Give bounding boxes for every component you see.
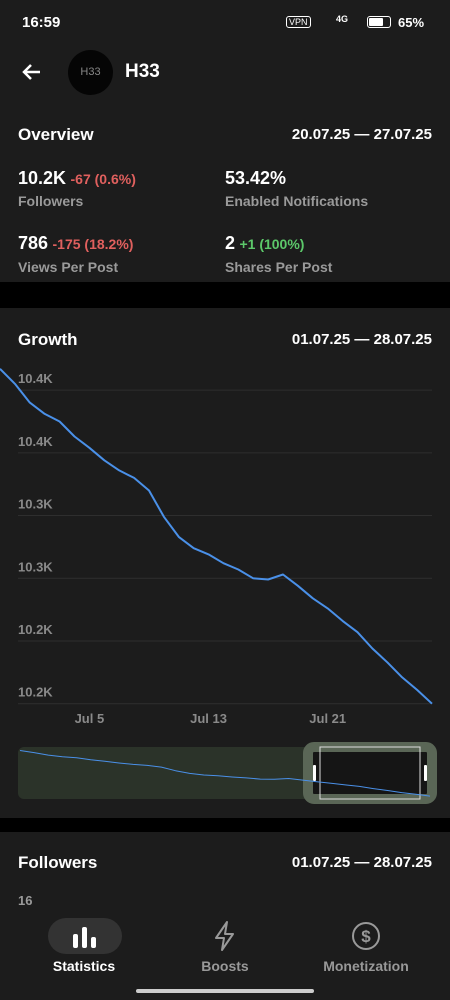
x-tick-label: Jul 21 — [309, 711, 346, 726]
line — [0, 368, 433, 705]
nav-monetization[interactable]: Monetization — [323, 958, 409, 974]
back-button[interactable] — [20, 60, 44, 84]
nav-statistics[interactable]: Statistics — [52, 958, 116, 974]
stat-value: 53.42% — [225, 168, 287, 188]
y-tick-label: 10.2K — [18, 622, 53, 637]
x-tick-label: Jul 13 — [190, 711, 227, 726]
vpn: VPN — [286, 16, 311, 28]
avatar: H33 — [68, 50, 113, 95]
growth-chart: 10.4K 10.4K 10.3K 10.3K 10.2K 10.2K Jul 5 Jul 1… — [0, 368, 437, 804]
navigator-handle — [313, 765, 316, 781]
x-tick-label: Jul 5 — [75, 711, 105, 726]
top-section — [0, 0, 450, 282]
svg-text:$: $ — [361, 927, 371, 946]
y-tick-label: 10.3K — [18, 497, 53, 512]
stat-change: -175 (18.2%) — [52, 236, 134, 252]
stat-change: -67 (0.6%) — [70, 171, 136, 187]
stat: 53.42% — [225, 168, 286, 189]
y-tick-label: 10.2K — [18, 685, 53, 700]
followers-section — [0, 832, 450, 912]
stat-value: 10.2K — [18, 168, 67, 188]
growth-title: Growth — [18, 330, 78, 349]
stat: 10.2K -67 (0.6%) — [18, 168, 136, 189]
stat: 786 -175 (18.2%) — [18, 233, 133, 254]
followers-date: 01.07.25 — 28.07.25 — [291, 854, 432, 871]
stat-value: 2 — [225, 233, 236, 253]
monetization-icon: $ — [352, 922, 380, 950]
home-indicator — [136, 989, 314, 993]
battery-icon — [367, 16, 391, 28]
navigator-handle — [424, 765, 427, 781]
battery: 65% — [398, 15, 425, 30]
navigator-line — [19, 750, 431, 797]
navigator-window — [303, 742, 437, 804]
stat: 2 +1 (100%) — [225, 233, 304, 254]
overview-date: 20.07.25 — 27.07.25 — [291, 126, 432, 143]
statistics-icon — [73, 927, 96, 948]
stat-label: Shares Per Post — [225, 259, 333, 275]
channel-title: H33 — [125, 61, 160, 82]
y-tick-label: 16 — [18, 893, 33, 908]
stat-label: Enabled Notifications — [225, 193, 369, 209]
y-tick-label: 10.4K — [18, 371, 53, 386]
y-tick-label: 10.4K — [18, 434, 53, 449]
stat-label: Followers — [18, 193, 84, 209]
navigator-window-inner — [319, 746, 421, 800]
stat-value: 786 — [18, 233, 49, 253]
y-tick-label: 10.3K — [18, 559, 53, 574]
growth-date: 01.07.25 — 28.07.25 — [291, 331, 432, 348]
overview-title: Overview — [18, 125, 94, 144]
stat-label: Views Per Post — [18, 259, 119, 275]
network: 4G — [336, 14, 349, 24]
followers-title: Followers — [18, 853, 98, 872]
stat-change: +1 (100%) — [239, 236, 305, 252]
nav-boosts[interactable]: Boosts — [201, 958, 249, 974]
boosts-icon — [215, 921, 234, 951]
time: 16:59 — [22, 14, 61, 31]
